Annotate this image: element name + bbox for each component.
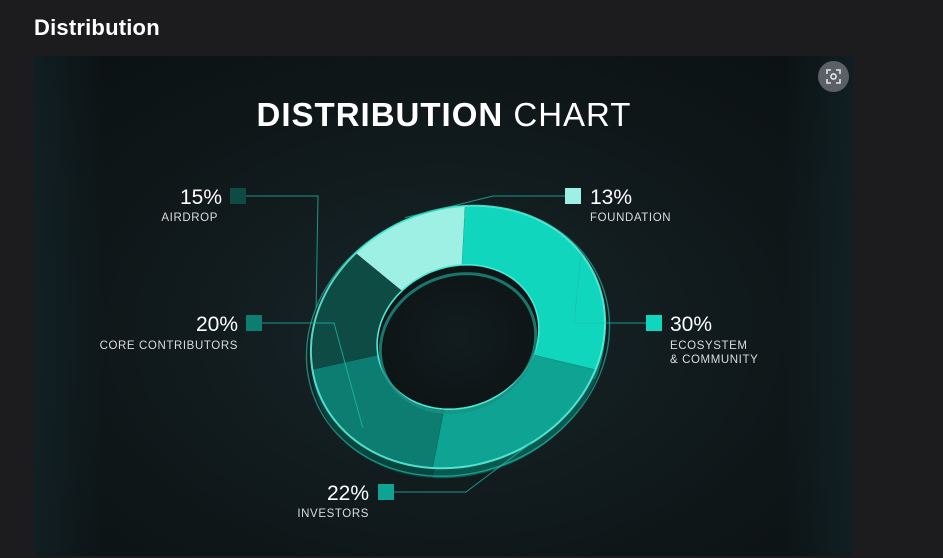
category-label-core_contributors: CORE CONTRIBUTORS: [100, 340, 238, 352]
hole-inner-wall: [378, 272, 538, 414]
legend-swatch-core_contributors: [246, 315, 262, 331]
category-label-ecosystem: & COMMUNITY: [670, 354, 758, 366]
percent-label-investors: 22%: [327, 482, 369, 505]
category-label-airdrop: AIRDROP: [161, 212, 218, 224]
category-label-investors: INVESTORS: [297, 508, 369, 520]
google-lens-icon: [826, 69, 841, 84]
connector-investors: [394, 442, 532, 493]
legend-swatch-foundation: [565, 188, 581, 204]
section-title: Distribution: [34, 15, 160, 40]
legend-swatch-airdrop: [230, 188, 246, 204]
chart-title-light: CHART: [513, 96, 632, 133]
chart-title: DISTRIBUTION CHART: [34, 96, 854, 134]
percent-label-ecosystem: 30%: [670, 313, 712, 336]
percent-label-foundation: 13%: [590, 186, 632, 209]
connector-airdrop: [246, 195, 319, 308]
connector-core_contributors: [262, 322, 364, 429]
lens-button[interactable]: [818, 61, 849, 92]
outer-rim-glow: [305, 205, 611, 477]
connector-foundation: [404, 195, 565, 219]
chart-title-bold: DISTRIBUTION: [256, 96, 504, 133]
percent-label-airdrop: 15%: [180, 186, 222, 209]
legend-swatch-investors: [378, 484, 394, 500]
category-label-ecosystem: ECOSYSTEM: [670, 340, 748, 352]
connector-ecosystem: [573, 253, 646, 324]
legend-swatch-ecosystem: [646, 315, 662, 331]
percent-label-core_contributors: 20%: [196, 313, 238, 336]
category-label-foundation: FOUNDATION: [590, 212, 671, 224]
